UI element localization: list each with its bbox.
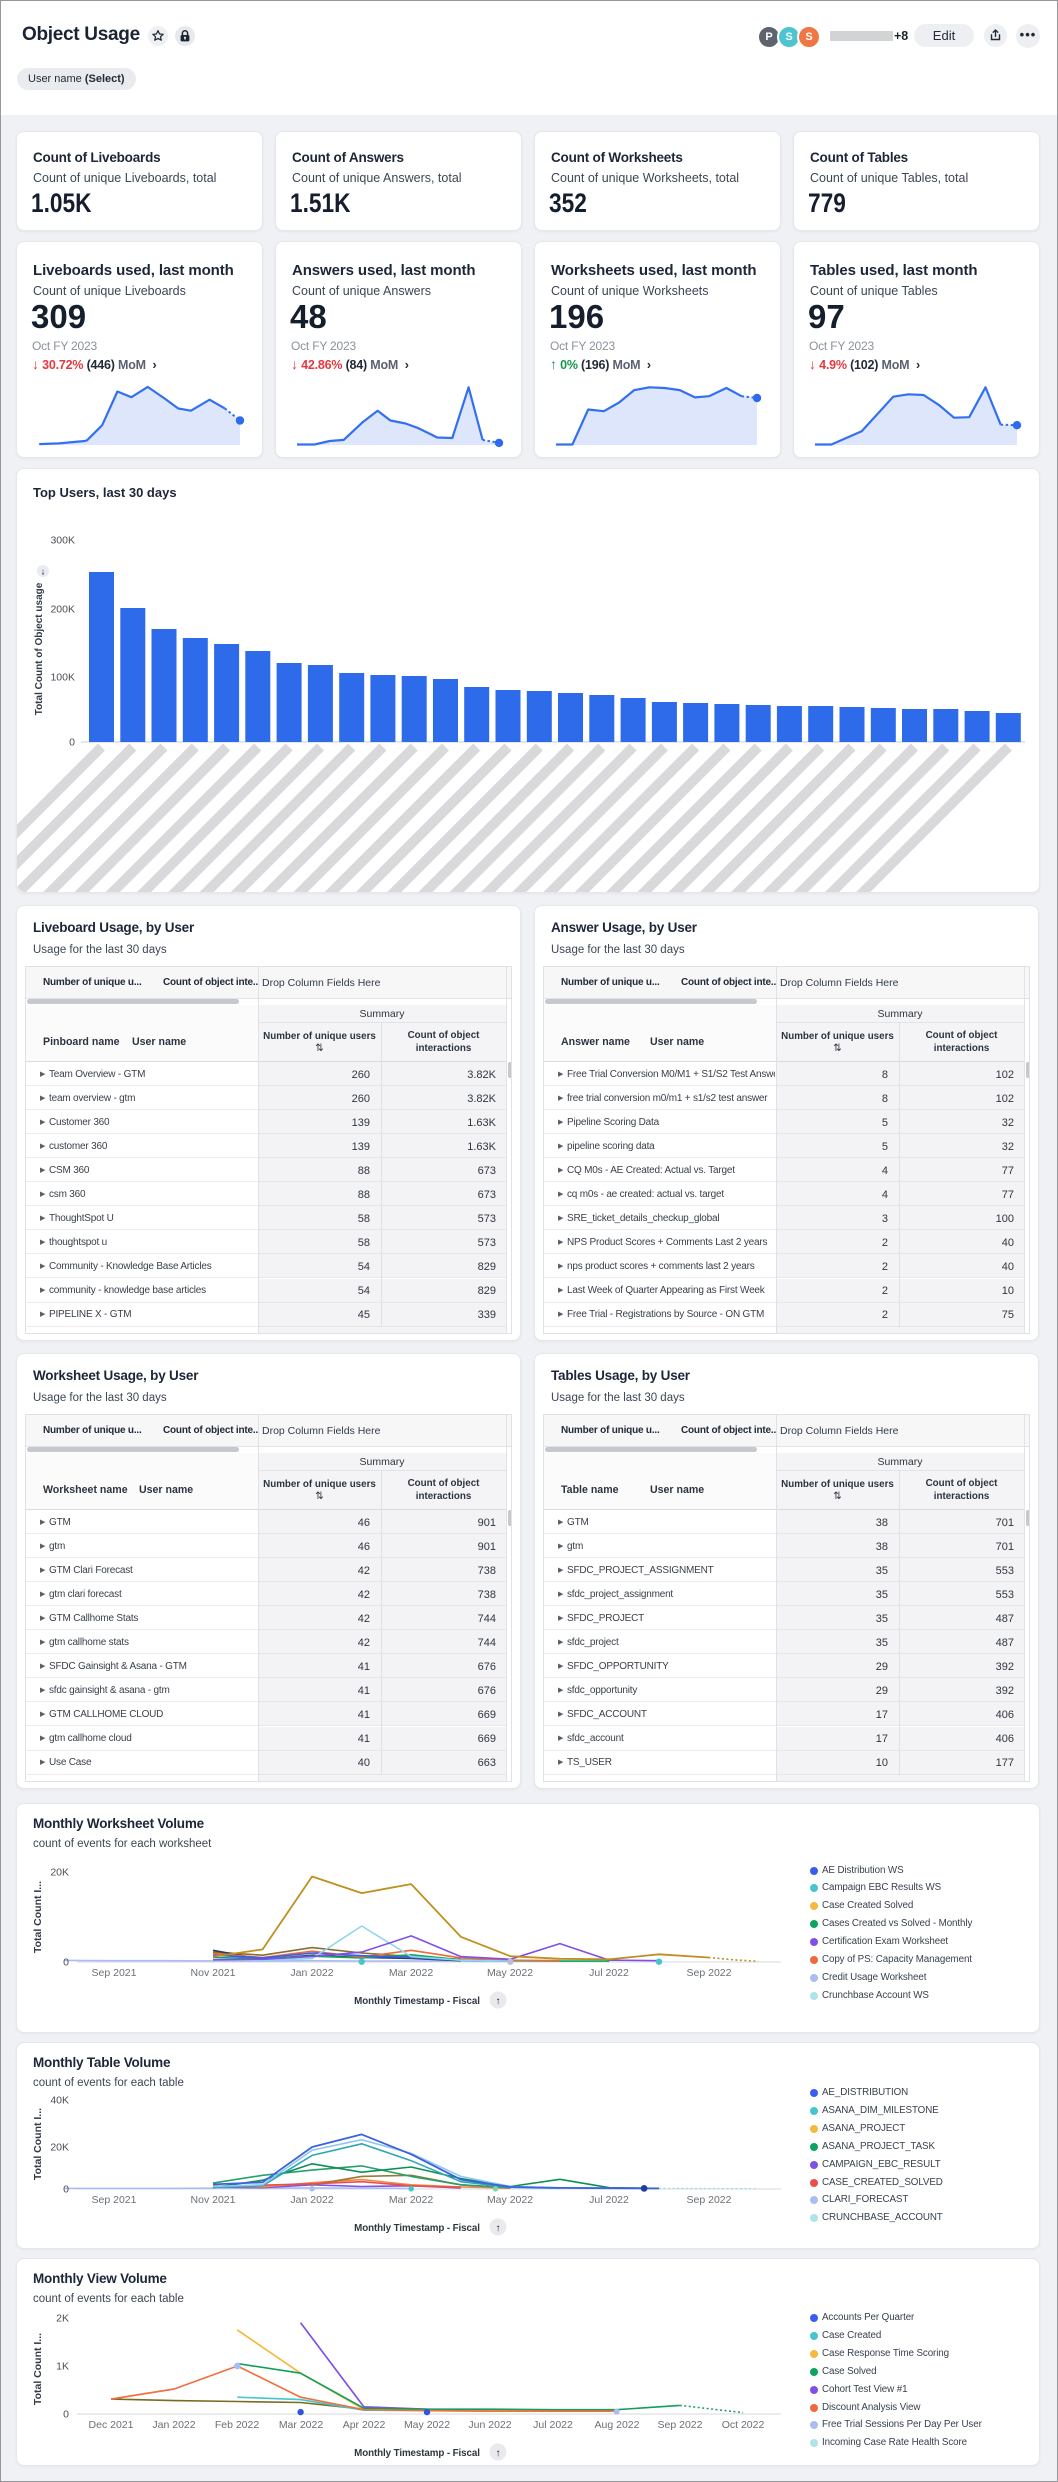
- svg-text:Sep 2021: Sep 2021: [92, 2194, 137, 2206]
- svg-text:Sep 2022: Sep 2022: [687, 1967, 732, 1979]
- svg-text:Jul 2022: Jul 2022: [589, 1967, 629, 1979]
- svg-text:May 2022: May 2022: [487, 2194, 533, 2206]
- svg-text:0: 0: [63, 2409, 69, 2421]
- svg-text:0: 0: [63, 1957, 69, 1969]
- svg-text:Monthly Timestamp - Fiscal: Monthly Timestamp - Fiscal: [354, 2448, 480, 2459]
- svg-text:Oct 2022: Oct 2022: [722, 2419, 765, 2431]
- svg-text:Monthly Timestamp - Fiscal: Monthly Timestamp - Fiscal: [354, 1996, 480, 2007]
- svg-text:100K: 100K: [50, 672, 75, 684]
- svg-text:0: 0: [69, 737, 75, 749]
- svg-text:Jan 2022: Jan 2022: [152, 2419, 195, 2431]
- svg-text:Total Count I...: Total Count I...: [32, 2108, 44, 2180]
- svg-text:300K: 300K: [50, 535, 75, 547]
- svg-text:↑: ↑: [496, 2448, 501, 2459]
- svg-text:Sep 2021: Sep 2021: [92, 1967, 137, 1979]
- svg-text:Jan 2022: Jan 2022: [290, 2194, 333, 2206]
- svg-text:↑: ↑: [496, 2223, 501, 2234]
- svg-text:Total Count I...: Total Count I...: [32, 1881, 44, 1953]
- svg-text:Nov 2021: Nov 2021: [191, 2194, 236, 2206]
- svg-text:Monthly Timestamp - Fiscal: Monthly Timestamp - Fiscal: [354, 2223, 480, 2234]
- svg-text:Apr 2022: Apr 2022: [343, 2419, 386, 2431]
- svg-text:Mar 2022: Mar 2022: [389, 1967, 434, 1979]
- svg-text:40K: 40K: [50, 2095, 69, 2107]
- svg-text:Total Count of Object usage: Total Count of Object usage: [34, 582, 45, 715]
- svg-text:Sep 2022: Sep 2022: [658, 2419, 703, 2431]
- svg-text:Total Count I...: Total Count I...: [32, 2333, 44, 2405]
- svg-text:Dec 2021: Dec 2021: [89, 2419, 134, 2431]
- svg-text:May 2022: May 2022: [404, 2419, 450, 2431]
- svg-text:0: 0: [63, 2184, 69, 2196]
- svg-text:200K: 200K: [50, 604, 75, 616]
- svg-text:Nov 2021: Nov 2021: [191, 1967, 236, 1979]
- svg-text:Sep 2022: Sep 2022: [687, 2194, 732, 2206]
- svg-text:↓: ↓: [41, 567, 46, 577]
- svg-text:May 2022: May 2022: [487, 1967, 533, 1979]
- svg-text:1K: 1K: [56, 2361, 69, 2373]
- svg-text:Mar 2022: Mar 2022: [279, 2419, 324, 2431]
- svg-text:20K: 20K: [50, 1867, 69, 1879]
- svg-text:Jan 2022: Jan 2022: [290, 1967, 333, 1979]
- svg-text:20K: 20K: [50, 2142, 69, 2154]
- svg-text:Jul 2022: Jul 2022: [589, 2194, 629, 2206]
- svg-text:Jul 2022: Jul 2022: [533, 2419, 573, 2431]
- svg-text:Jun 2022: Jun 2022: [468, 2419, 511, 2431]
- svg-text:Mar 2022: Mar 2022: [389, 2194, 434, 2206]
- svg-text:Feb 2022: Feb 2022: [215, 2419, 260, 2431]
- svg-text:Aug 2022: Aug 2022: [595, 2419, 640, 2431]
- svg-text:2K: 2K: [56, 2313, 69, 2325]
- svg-text:↑: ↑: [496, 1996, 501, 2007]
